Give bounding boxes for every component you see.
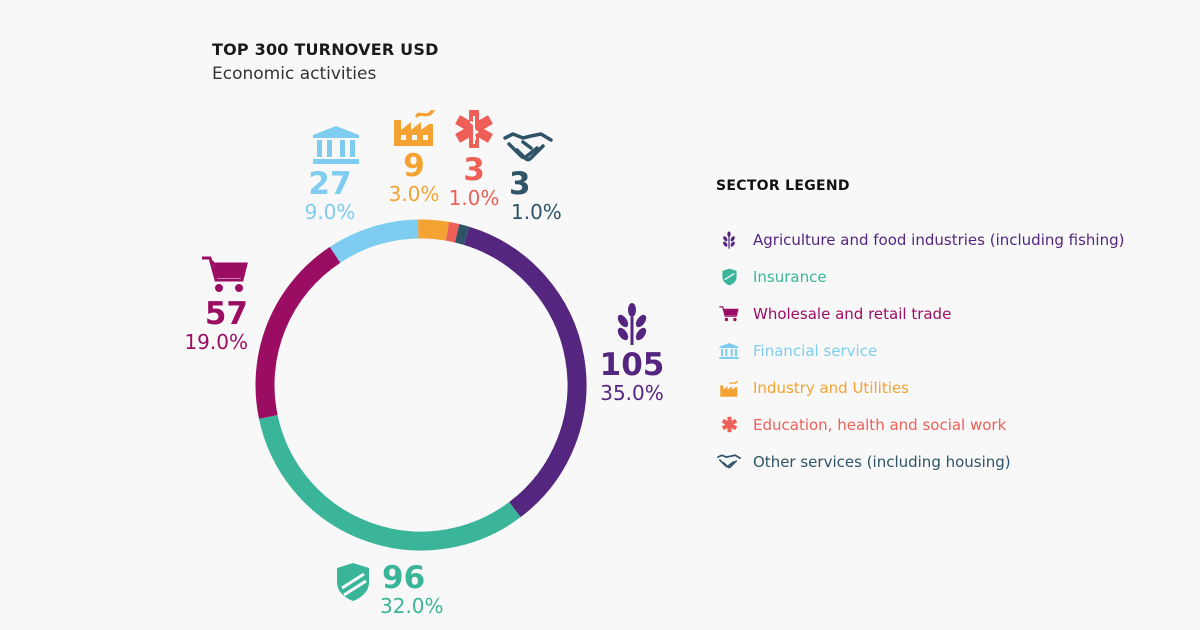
- legend-item-insurance: Insurance: [716, 258, 1124, 295]
- legend-label: Industry and Utilities: [753, 378, 909, 397]
- percent-wholesale: 19.0%: [184, 330, 248, 354]
- medical-star-icon: [446, 108, 502, 154]
- sector-legend: Agriculture and food industries (includi…: [716, 221, 1124, 480]
- count-other-services: 3: [509, 166, 531, 202]
- count-industry: 9: [403, 148, 425, 184]
- bank-icon: [310, 126, 362, 168]
- donut-slice-insurance: [259, 414, 521, 551]
- percent-industry: 3.0%: [388, 182, 440, 206]
- legend-item-wholesale: Wholesale and retail trade: [716, 295, 1124, 332]
- percent-insurance: 32.0%: [380, 594, 444, 618]
- handshake-icon: [716, 452, 742, 472]
- label-industry: 9 3.0%: [384, 106, 444, 206]
- shopping-cart-icon: [202, 256, 248, 298]
- chart-title: TOP 300 TURNOVER USD: [212, 40, 439, 59]
- label-financial: 27 9.0%: [298, 126, 362, 224]
- legend-item-other-services: Other services (including housing): [716, 443, 1124, 480]
- percent-other-services: 1.0%: [511, 200, 562, 224]
- count-education: 3: [463, 152, 485, 188]
- count-wholesale: 57: [204, 296, 248, 332]
- bank-icon: [716, 341, 742, 361]
- percent-agriculture: 35.0%: [600, 381, 664, 405]
- count-insurance: 96: [382, 560, 426, 596]
- legend-label: Other services (including housing): [753, 452, 1011, 471]
- label-other-services: 3 1.0%: [503, 130, 565, 224]
- medical-star-icon: [716, 415, 742, 435]
- donut-slice-agriculture: [463, 226, 587, 518]
- count-agriculture: 105: [599, 347, 665, 383]
- shield-icon: [336, 562, 370, 606]
- label-education: 3 1.0%: [446, 108, 502, 210]
- donut-slice-financial: [329, 219, 419, 263]
- count-financial: 27: [308, 166, 352, 202]
- legend-label: Agriculture and food industries (includi…: [753, 230, 1125, 249]
- legend-title: SECTOR LEGEND: [716, 178, 850, 194]
- chart-subtitle: Economic activities: [212, 64, 377, 84]
- legend-item-financial: Financial service: [716, 332, 1124, 369]
- label-agriculture: 105 35.0%: [592, 303, 672, 405]
- shopping-cart-icon: [716, 304, 742, 324]
- legend-label: Wholesale and retail trade: [753, 304, 952, 323]
- factory-icon: [384, 106, 444, 150]
- legend-item-industry: Industry and Utilities: [716, 369, 1124, 406]
- donut-slice-industry: [418, 219, 450, 241]
- donut-slice-other-services: [454, 224, 470, 245]
- donut-slice-wholesale: [255, 246, 341, 419]
- legend-item-agriculture: Agriculture and food industries (includi…: [716, 221, 1124, 258]
- legend-label: Insurance: [753, 267, 827, 286]
- handshake-icon: [503, 130, 565, 168]
- donut-slice-education: [445, 221, 460, 243]
- factory-icon: [716, 378, 742, 398]
- shield-icon: [716, 267, 742, 287]
- percent-education: 1.0%: [448, 186, 500, 210]
- wheat-icon: [592, 303, 672, 349]
- wheat-icon: [716, 230, 742, 250]
- label-insurance: 96 32.0%: [336, 562, 466, 618]
- legend-item-education: Education, health and social work: [716, 406, 1124, 443]
- label-wholesale: 57 19.0%: [178, 256, 248, 354]
- percent-financial: 9.0%: [304, 200, 356, 224]
- legend-label: Financial service: [753, 341, 878, 360]
- legend-label: Education, health and social work: [753, 415, 1007, 434]
